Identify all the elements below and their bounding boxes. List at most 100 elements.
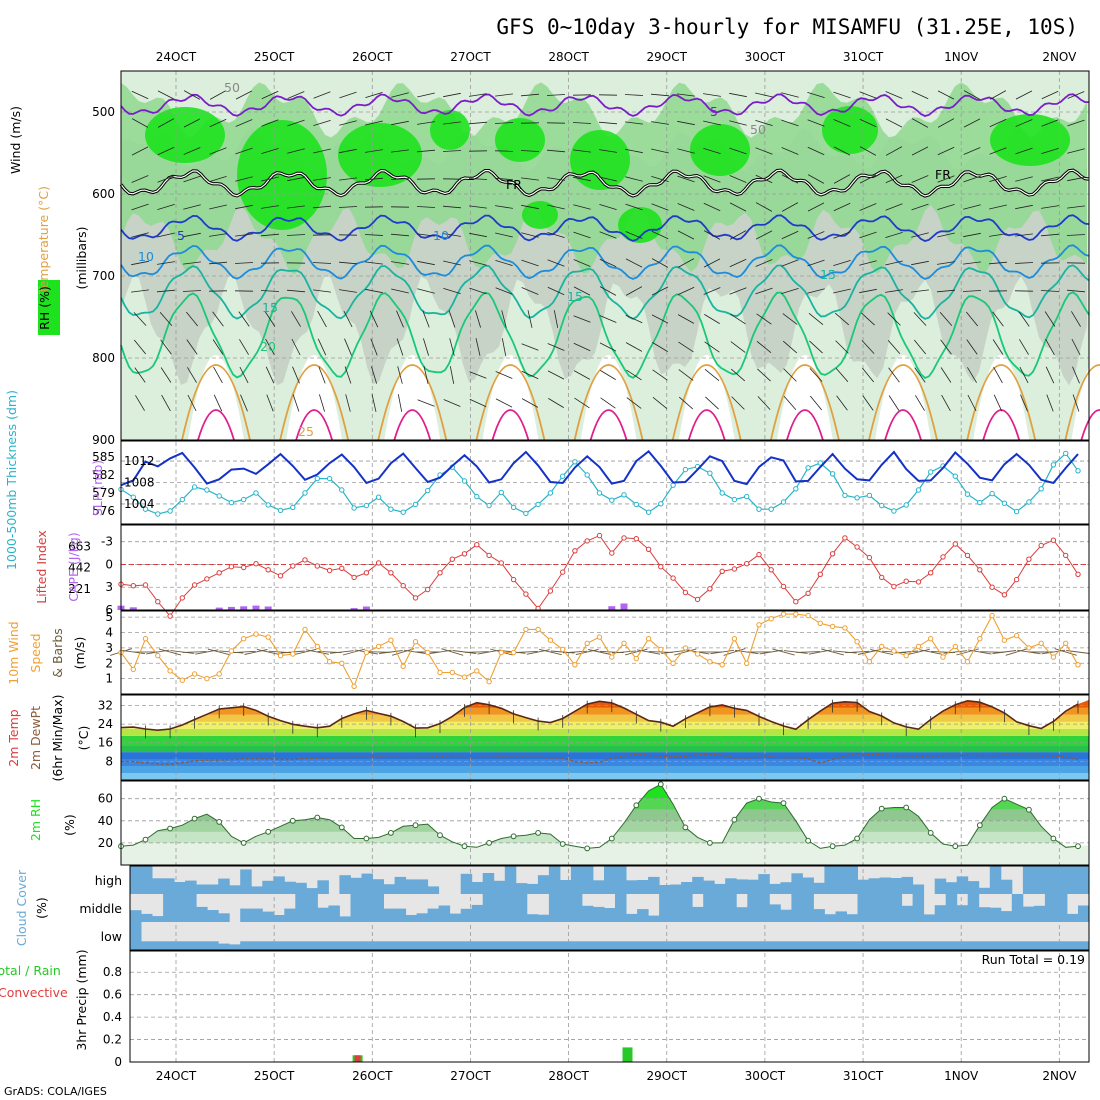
- wind-barb: [859, 288, 877, 294]
- wind-speed-point: [842, 625, 848, 631]
- cloud-cell-high: [626, 880, 638, 894]
- rh-point: [927, 830, 934, 836]
- wind-barb: [369, 310, 379, 328]
- wind-barb: [859, 260, 877, 266]
- ylabel-cloud-units: (%): [34, 897, 49, 919]
- surface-wind-barb: [379, 650, 403, 654]
- wind-speed-point: [375, 643, 382, 650]
- wind-barb: [967, 367, 977, 383]
- cloud-cell-high: [537, 875, 550, 894]
- cloud-cell-middle: [482, 894, 495, 922]
- li-point: [314, 563, 320, 569]
- date-tick-bottom: 2NOV: [1042, 1069, 1077, 1083]
- rh-point: [388, 830, 394, 836]
- li-point: [670, 575, 676, 581]
- cloud-cell-middle: [163, 894, 175, 922]
- wind-barb: [599, 149, 617, 153]
- li-tick: 0: [105, 557, 113, 571]
- thickness-point: [265, 502, 271, 508]
- wind-barb: [833, 91, 851, 99]
- wind-barb: [625, 286, 643, 296]
- wind-barb: [495, 287, 513, 295]
- cloud-cell-low: [306, 941, 318, 950]
- rh-point: [657, 781, 664, 788]
- wind-barb: [937, 146, 955, 156]
- wind-barb: [547, 232, 565, 238]
- cloud-cell-high: [1078, 866, 1090, 894]
- cloud-cell-high: [251, 886, 263, 894]
- wind-barb: [573, 231, 591, 239]
- wind-barb: [520, 93, 540, 97]
- cloud-cell-low: [328, 941, 340, 950]
- li-point: [645, 546, 652, 552]
- wind-barb: [287, 119, 305, 127]
- li-point: [572, 548, 578, 554]
- contour-label: 15: [567, 289, 583, 304]
- thickness-tick: 579: [92, 486, 115, 500]
- wind-barb: [885, 91, 903, 99]
- thickness-point: [915, 487, 922, 493]
- wind-barb: [625, 176, 643, 182]
- wind-barb: [235, 119, 253, 127]
- wind-barb: [547, 177, 565, 181]
- wind-speed-point: [621, 640, 627, 646]
- thickness-point: [854, 495, 860, 501]
- wind-barb: [703, 148, 721, 154]
- wind-barb: [703, 230, 721, 240]
- panel-fills: [38, 71, 1100, 950]
- wind-barb: [705, 396, 719, 410]
- surface-wind-barb: [575, 648, 599, 656]
- cloud-cell-high: [659, 885, 671, 894]
- wind-barb: [417, 233, 435, 237]
- isotherm-25-arch-6: [770, 364, 840, 441]
- wind-barb: [239, 366, 249, 384]
- thickness-point: [879, 502, 885, 509]
- rh-point: [633, 802, 640, 809]
- cloud-cell-low: [262, 941, 274, 950]
- surface-wind-barb: [783, 650, 808, 654]
- wind-barb: [755, 147, 773, 155]
- wind-barb: [317, 338, 327, 356]
- li-point: [903, 578, 909, 584]
- surface-wind-barb: [403, 649, 428, 655]
- wind-speed-point: [952, 643, 958, 650]
- cloud-cell-middle: [813, 909, 825, 922]
- cloud-cell-low: [394, 941, 407, 950]
- wind-barb: [598, 121, 618, 125]
- wind-barb: [468, 178, 488, 180]
- wind-barb: [397, 394, 403, 412]
- cloud-cell-low: [802, 941, 814, 950]
- cloud-row-label: middle: [79, 901, 122, 916]
- wind-barb: [652, 396, 668, 410]
- rh-point: [486, 840, 493, 846]
- date-tick-top: 27OCT: [450, 50, 491, 64]
- surface-wind-barb: [796, 651, 821, 653]
- cloud-cell-low: [747, 941, 759, 950]
- cloud-cell-middle: [626, 913, 638, 922]
- rh-blob-7: [822, 106, 878, 154]
- cape-bar: [129, 607, 137, 610]
- rh-point: [559, 841, 566, 847]
- cloud-cell-middle: [758, 894, 770, 922]
- wind-barb: [371, 394, 377, 412]
- wind-speed-point: [670, 660, 676, 666]
- wind-barb: [469, 398, 487, 408]
- surface-wind-barb: [857, 649, 881, 655]
- wind-barb: [157, 118, 175, 128]
- cloud-cell-low: [240, 941, 252, 950]
- wind-barb: [730, 341, 746, 353]
- cloud-cell-low: [1067, 941, 1079, 950]
- wind-barb: [992, 339, 1004, 355]
- cloud-cell-high: [802, 877, 814, 894]
- cloud-cell-high: [185, 880, 197, 894]
- date-tick-top: 1NOV: [944, 50, 979, 64]
- li-point: [596, 532, 603, 539]
- wind-speed-point: [363, 649, 370, 656]
- ylabel-precip-total: Total / Rain: [0, 963, 61, 978]
- pressure-tick: 800: [92, 351, 115, 365]
- wind-barb: [1015, 204, 1033, 210]
- cloud-cell-low: [736, 941, 748, 950]
- cloud-cell-high: [317, 880, 329, 894]
- thickness-point: [964, 491, 971, 497]
- wind-barb: [807, 174, 825, 184]
